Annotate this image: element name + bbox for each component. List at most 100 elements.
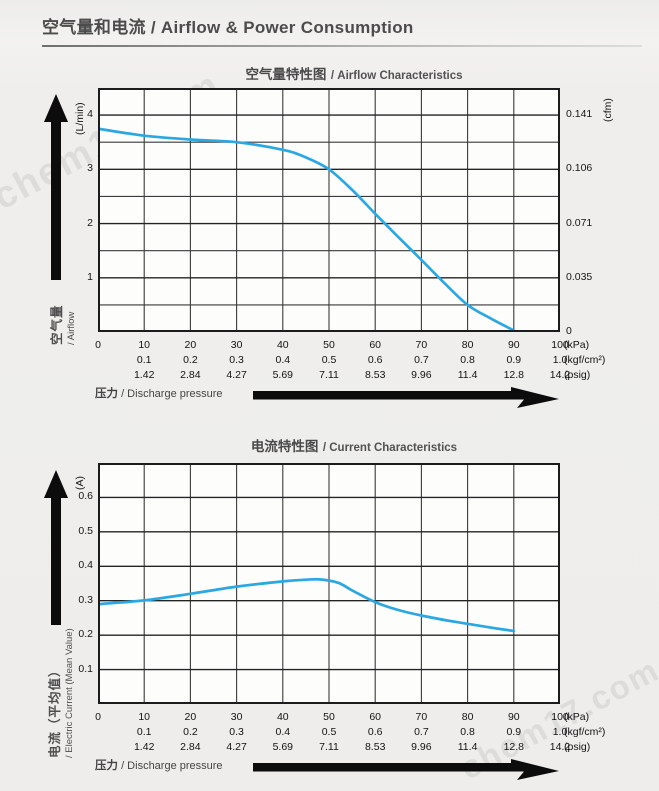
x-tick-label: 20 bbox=[184, 339, 197, 351]
y-tick-label: 0.2 bbox=[78, 628, 93, 641]
x-tick-label: 0.8 bbox=[460, 354, 475, 366]
x-tick-label: 90 bbox=[507, 339, 520, 351]
x-axis-arrow-icon bbox=[253, 759, 559, 780]
x-tick-label: 20 bbox=[184, 711, 197, 723]
x-axis-row: 0.1 0.2 0.3 0.4 0.5 0.6 0.7 0.8 0.9 1.0 (kgf/cm²) bbox=[0, 726, 659, 740]
x-tick-label: 9.96 bbox=[411, 741, 432, 753]
x-tick-label: 1.42 bbox=[133, 741, 155, 753]
x-axis-unit: (kPa) bbox=[564, 339, 590, 351]
x-tick-label: 11.4 bbox=[457, 369, 478, 381]
x-axis-label: 压力 / Discharge pressure bbox=[95, 385, 223, 401]
x-tick-label: 60 bbox=[369, 339, 382, 351]
x-tick-label: 5.69 bbox=[272, 369, 294, 381]
x-tick-label: 80 bbox=[461, 339, 474, 351]
x-tick-label: 12.8 bbox=[503, 369, 525, 381]
x-axis-arrow-icon bbox=[253, 387, 559, 408]
x-tick-label: 0.5 bbox=[321, 354, 337, 366]
x-tick-label: 9.96 bbox=[411, 369, 432, 381]
x-axis-labels: 0 10 20 30 40 50 60 70 80 90 100 (kPa) 0.1 0.2 0.3 0.4 0… bbox=[0, 339, 659, 385]
x-tick-label: 8.53 bbox=[364, 369, 386, 381]
x-axis-label-en: / Discharge pressure bbox=[121, 760, 223, 772]
x-tick-label: 10 bbox=[138, 339, 151, 351]
y-axis-arrow-icon bbox=[44, 94, 68, 280]
x-tick-label: 0.1 bbox=[136, 354, 152, 366]
x-axis-unit: (psig) bbox=[564, 741, 591, 753]
y-tick-label: 0.6 bbox=[78, 490, 93, 503]
x-axis-labels: 0 10 20 30 40 50 60 70 80 90 100 (kPa) 0.1 0.2 0.3 0.4 0… bbox=[0, 711, 659, 757]
x-axis-row: 0.1 0.2 0.3 0.4 0.5 0.6 0.7 0.8 0.9 1.0 (kgf/cm²) bbox=[0, 354, 659, 368]
y2-tick-label: 0.035 bbox=[566, 270, 593, 283]
x-tick-label: 10 bbox=[138, 711, 151, 723]
chart-title-zh: 空气量特性图 bbox=[245, 67, 327, 82]
x-tick-label: 100 bbox=[551, 339, 569, 351]
x-tick-label: 12.8 bbox=[503, 741, 525, 753]
y-tick-label: 0.3 bbox=[78, 593, 93, 606]
page-title: 空气量和电流 / Airflow & Power Consumption bbox=[42, 18, 414, 37]
y-axis-arrow-icon bbox=[44, 470, 68, 625]
x-tick-label: 60 bbox=[369, 711, 382, 723]
x-axis-row: 0 10 20 30 40 50 60 70 80 90 100 (kPa) bbox=[0, 711, 659, 725]
x-axis-label: 压力 / Discharge pressure bbox=[95, 757, 223, 773]
y-axis-unit: (A) bbox=[74, 476, 86, 490]
x-tick-label: 0.7 bbox=[414, 354, 429, 366]
x-tick-label: 14.2 bbox=[549, 369, 571, 381]
y-tick-label: 2 bbox=[87, 216, 93, 229]
x-tick-label: 5.69 bbox=[272, 741, 294, 753]
x-tick-label: 40 bbox=[276, 339, 289, 351]
x-tick-label: 0.9 bbox=[506, 354, 522, 366]
x-tick-label: 1.42 bbox=[133, 369, 155, 381]
x-tick-label: 7.11 bbox=[319, 741, 339, 753]
x-tick-label: 8.53 bbox=[364, 741, 386, 753]
chart-title: 电流特性图 / Current Characteristics bbox=[98, 435, 610, 456]
x-tick-label: 50 bbox=[323, 711, 335, 723]
x-tick-label: 0.8 bbox=[460, 726, 475, 738]
x-tick-label: 40 bbox=[276, 711, 289, 723]
y2-tick-label: 0 bbox=[566, 325, 572, 337]
x-tick-label: 0.2 bbox=[183, 354, 198, 366]
y2-tick-label: 0.071 bbox=[566, 216, 593, 229]
x-tick-label: 1.0 bbox=[552, 726, 568, 738]
x-axis-label-en: / Discharge pressure bbox=[121, 388, 223, 400]
x-tick-label: 0.4 bbox=[275, 726, 291, 738]
x-axis-unit: (kPa) bbox=[564, 711, 590, 723]
chart-title-en: / Airflow Characteristics bbox=[330, 70, 463, 82]
x-axis-row: 1.42 2.84 4.27 5.69 7.11 8.53 9.96 11.4 12.8 14.2… bbox=[0, 741, 659, 755]
y-tick-label: 3 bbox=[87, 162, 93, 175]
x-axis-unit: (kgf/cm²) bbox=[564, 354, 606, 366]
x-tick-label: 0.6 bbox=[367, 726, 383, 738]
airflow-chart: 空气量特性图 / Airflow Characteristics (L/min)… bbox=[0, 58, 659, 418]
x-tick-label: 0.6 bbox=[367, 354, 383, 366]
x-axis-row: 1.42 2.84 4.27 5.69 7.11 8.53 9.96 11.4 12.8 14.2… bbox=[0, 369, 659, 383]
x-tick-label: 0.5 bbox=[321, 726, 337, 738]
x-tick-label: 80 bbox=[461, 711, 474, 723]
x-tick-label: 0.9 bbox=[506, 726, 522, 738]
x-axis-unit: (psig) bbox=[564, 369, 591, 381]
y-tick-label: 0.1 bbox=[78, 662, 93, 675]
chart-title-en: / Current Characteristics bbox=[322, 442, 458, 454]
x-tick-label: 0.3 bbox=[229, 354, 244, 366]
title-underline bbox=[42, 45, 642, 47]
x-tick-label: 2.84 bbox=[180, 741, 201, 753]
x-tick-label: 100 bbox=[551, 711, 569, 723]
x-tick-label: 0.4 bbox=[275, 354, 291, 366]
x-tick-label: 11.4 bbox=[457, 741, 478, 753]
x-tick-label: 70 bbox=[415, 339, 428, 351]
x-tick-label: 0.2 bbox=[183, 726, 198, 738]
chart-title: 空气量特性图 / Airflow Characteristics bbox=[98, 63, 610, 84]
x-axis-row: 0 10 20 30 40 50 60 70 80 90 100 (kPa) bbox=[0, 339, 659, 353]
x-tick-label: 70 bbox=[415, 711, 428, 723]
x-tick-label: 14.2 bbox=[549, 741, 571, 753]
x-tick-label: 90 bbox=[507, 711, 520, 723]
airflow-plot-area bbox=[98, 88, 560, 332]
x-tick-label: 30 bbox=[230, 339, 243, 351]
x-tick-label: 30 bbox=[230, 711, 243, 723]
x-axis-label-zh: 压力 bbox=[95, 388, 118, 400]
x-tick-label: 4.27 bbox=[226, 741, 247, 753]
x-tick-label: 4.27 bbox=[226, 369, 247, 381]
current-plot-area bbox=[98, 463, 560, 704]
x-tick-label: 0.1 bbox=[136, 726, 152, 738]
x-tick-label: 0.3 bbox=[229, 726, 244, 738]
y-tick-label: 4 bbox=[87, 108, 93, 121]
x-tick-label: 7.11 bbox=[319, 369, 339, 381]
